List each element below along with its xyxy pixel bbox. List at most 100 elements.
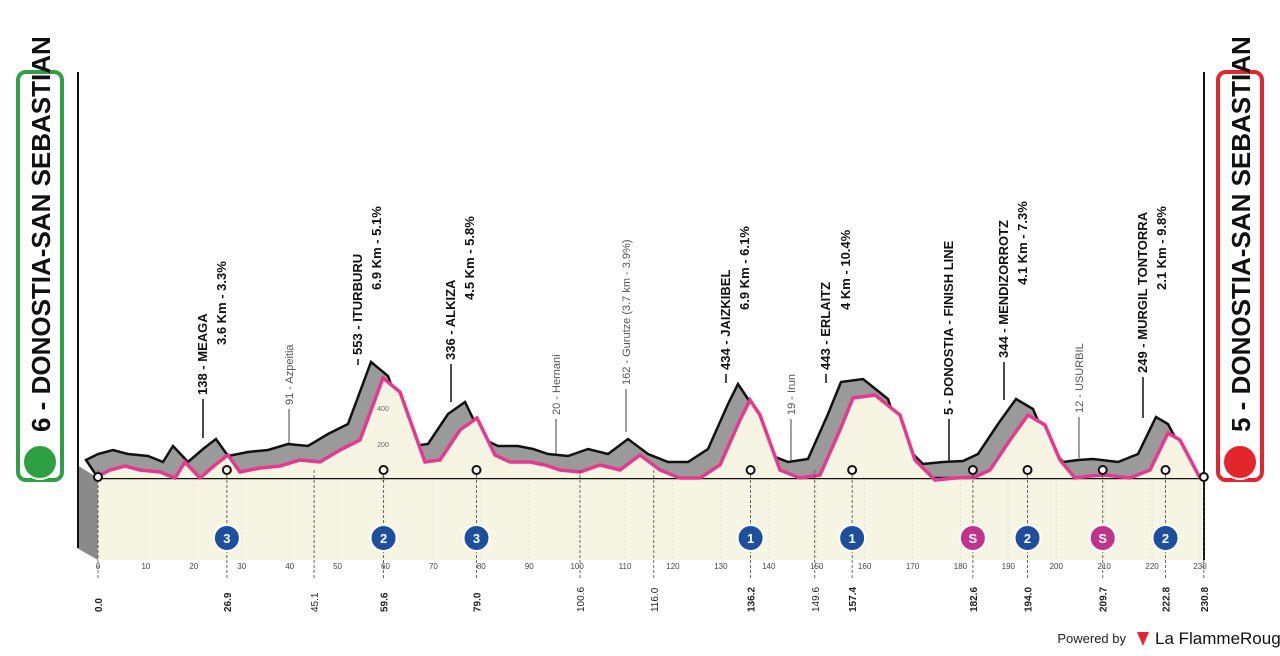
badge [369,524,398,552]
km-tick: 170 [906,562,920,571]
km-tick: 200 [1050,562,1064,571]
climb-name: 336 - ALKIZA [443,279,458,360]
km-tick: 90 [525,562,534,571]
waypoint-km: 26.9 [223,592,234,612]
elevation-tick: 400 [377,406,389,413]
km-tick: 180 [954,562,968,571]
badge-label: 3 [223,531,230,546]
km-tick: 230 [1193,562,1207,571]
badge [462,524,491,552]
place-name: 20 - Hernani [551,354,563,415]
badge [1013,524,1042,552]
badge-label: S [969,531,978,546]
climb-detail: 6.9 Km - 6.1% [737,226,752,310]
start-label: 6 - DONOSTIA-SAN SEBASTIAN [26,36,56,432]
waypoint-km: 209.7 [1099,587,1110,612]
waypoint-km: 136.2 [747,587,758,612]
brand: La FlammeRouge [1155,629,1280,648]
waypoint-dot [221,465,232,475]
waypoint-km: 149.6 [811,587,822,612]
waypoint-dot [1198,472,1209,482]
climb-detail: 2.1 Km - 9.8% [1154,206,1169,290]
waypoint-km: 222.8 [1162,587,1173,612]
km-tick: 80 [477,562,486,571]
powered-by: Powered by [1057,631,1126,646]
badge-label: 1 [747,531,754,546]
climb-detail: 4.1 Km - 7.3% [1015,201,1030,285]
waypoint-km: 116.0 [650,587,661,612]
waypoint-km: 194.0 [1024,587,1035,612]
finish-icon [1222,444,1258,480]
waypoint-dot [1022,465,1033,475]
badge-label: 1 [849,531,856,546]
profile-line [97,375,1202,482]
badge [1151,524,1180,552]
badge [212,524,241,552]
profile [84,359,1203,482]
badge-label: 3 [473,531,480,546]
climb-detail: 3.6 Km - 3.3% [214,261,229,345]
km-tick: 160 [858,562,872,571]
climb-name: 553 - ITURBURU [350,254,365,355]
climb-detail: 6.9 Km - 5.1% [369,206,384,290]
waypoint-km: 182.6 [969,587,980,612]
waypoint-dot [1097,465,1108,475]
finish-label: 5 - DONOSTIA-SAN SEBASTIAN [1226,36,1256,432]
place-name: 19 - Irun [786,374,798,415]
waypoint-km: 0.0 [94,598,105,612]
climb-detail: 4.5 Km - 5.8% [462,216,477,300]
badge-label: 2 [380,531,387,546]
badge-label: 2 [1162,531,1169,546]
waypoint-dot [378,465,389,475]
climb-name: 344 - MENDIZORROTZ [996,220,1011,358]
place-name: 162 - Gurutze (3.7 km - 3.9%) [621,240,633,386]
km-tick: 140 [762,562,776,571]
place-name: 91 - Azpeitia [284,344,296,405]
climb-name: 434 - JAIZKIBEL [718,270,733,370]
climb-name: 138 - MEAGA [195,313,210,395]
km-tick: 150 [810,562,824,571]
brand-logo [1137,632,1149,646]
km-tick: 40 [285,562,294,571]
waypoint-km: 79.0 [473,592,484,612]
badge [736,524,765,552]
km-tick: 60 [381,562,390,571]
waypoint-km: 100.6 [576,587,587,612]
km-tick: 50 [333,562,342,571]
waypoint-dot [93,472,103,482]
elevation-tick: 0 [381,476,385,483]
waypoint-km: 59.6 [380,592,391,612]
waypoint-dot [847,465,858,475]
waypoint-km: 157.4 [848,587,859,612]
climb-name: 5 - DONOSTIA - FINISH LINE [941,240,956,415]
waypoint-dot [967,465,978,475]
climb-name: 249 - MURGIL TONTORRA [1135,211,1150,373]
badge [1088,524,1117,552]
km-tick: 120 [666,562,680,571]
km-tick: 30 [237,562,246,571]
climb-detail: 4 Km - 10.4% [838,229,853,310]
km-tick: 70 [429,562,438,571]
waypoint-dot [745,465,756,475]
climb-name: 443 - ERLAITZ [818,282,833,370]
km-tick: 190 [1002,562,1016,571]
waypoint-dot [1160,465,1171,475]
profile-fill [98,378,1200,480]
waypoint-km: 45.1 [310,592,321,612]
start-icon [22,444,58,480]
badge-label: S [1098,531,1107,546]
badge [838,524,867,552]
elevation-tick: 200 [377,442,389,449]
waypoint-dot [471,465,482,475]
badge [958,524,987,552]
badge-label: 2 [1024,531,1031,546]
km-tick: 130 [714,562,728,571]
waypoint-km: 230.8 [1200,587,1211,612]
km-tick: 100 [570,562,584,571]
km-tick: 210 [1097,562,1111,571]
place-name: 12 - USURBIL [1074,343,1086,413]
base [98,478,1204,560]
base-side [77,465,98,560]
km-tick: 220 [1145,562,1159,571]
